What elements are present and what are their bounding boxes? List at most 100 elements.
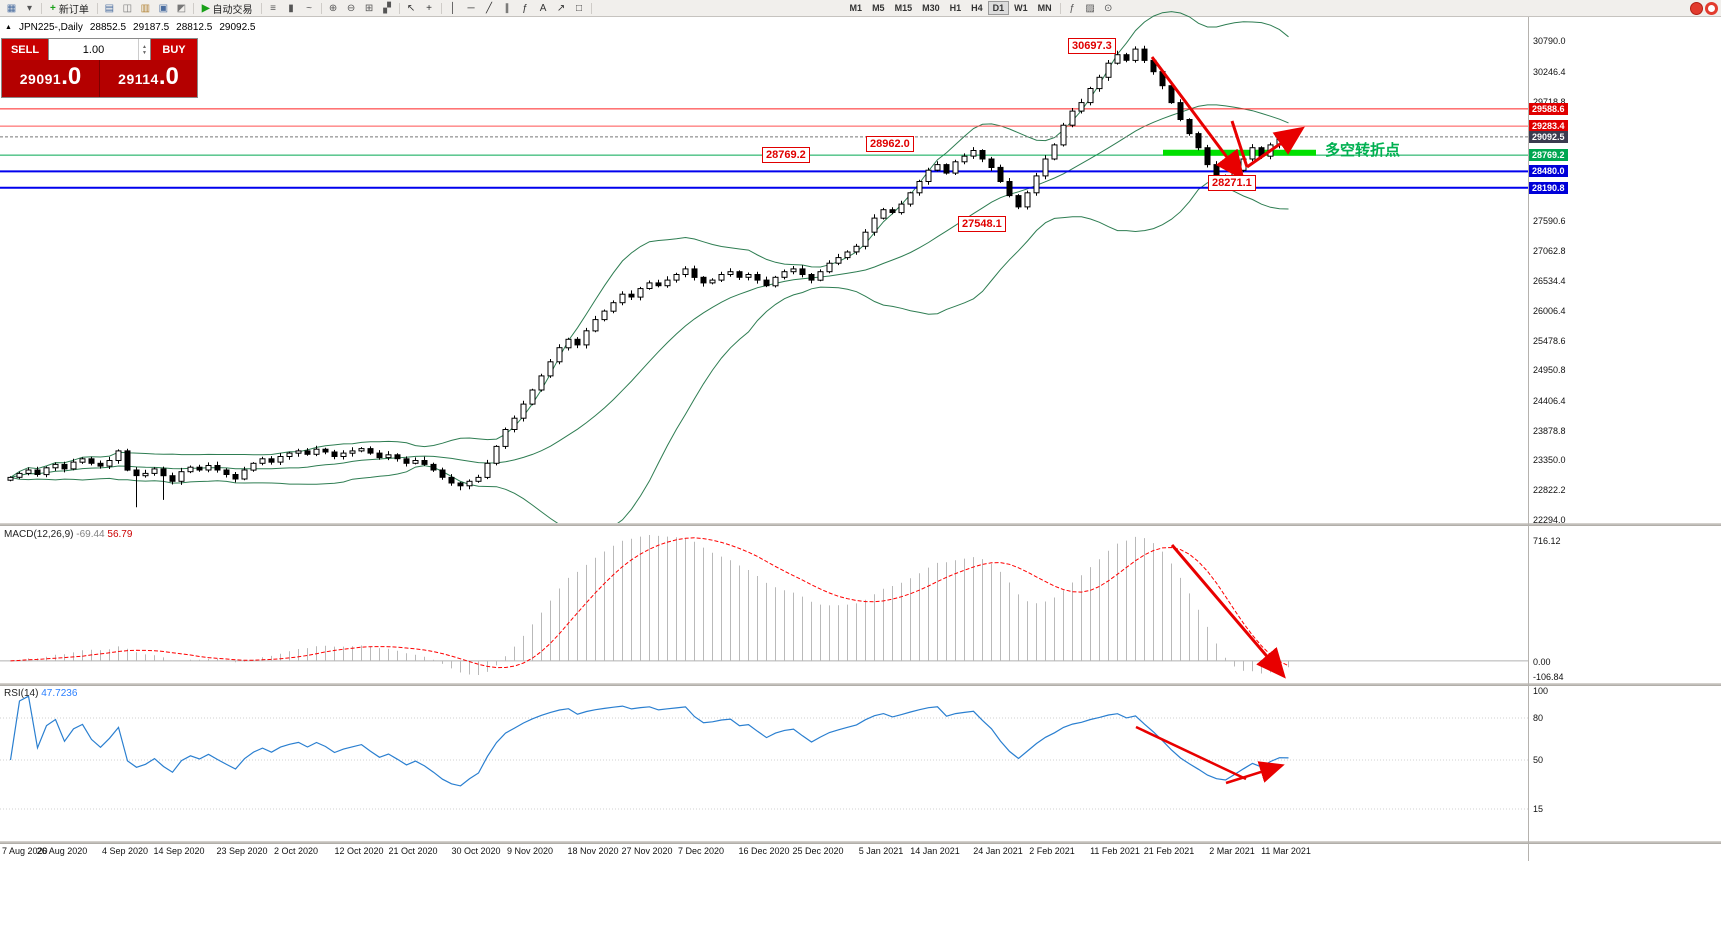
macd-axis-label: 0.00 bbox=[1533, 657, 1551, 667]
auto-scroll-icon[interactable]: ▞ bbox=[383, 2, 391, 14]
price-tick: 27062.8 bbox=[1533, 246, 1566, 256]
time-label: 11 Mar 2021 bbox=[1261, 846, 1311, 856]
time-axis[interactable]: 7 Aug 2020 26 Aug 2020 4 Sep 2020 14 Sep 20… bbox=[0, 845, 1528, 859]
time-label: 18 Nov 2020 bbox=[567, 846, 619, 856]
macd-trend-arrow[interactable] bbox=[1170, 544, 1286, 679]
autotrading-button[interactable]: ▶ 自动交易 bbox=[201, 2, 253, 16]
rsi-axis-label: 50 bbox=[1533, 755, 1544, 765]
price-callout[interactable]: 30697.3 bbox=[1068, 38, 1116, 54]
sell-button[interactable]: SELL bbox=[2, 39, 48, 60]
volume-stepper[interactable]: ▲ ▼ bbox=[138, 39, 150, 60]
chart-objects-layer: 30697.3 28962.0 28769.2 28271.1 27548.1 多空转折点 bbox=[762, 38, 1401, 232]
price-tick: 29718.8 bbox=[1533, 97, 1566, 107]
terminal-icon[interactable]: ▣ bbox=[158, 2, 169, 14]
time-label: 23 Sep 2020 bbox=[216, 846, 268, 856]
shapes-icon[interactable]: □ bbox=[576, 2, 583, 14]
rsi-axis-label: 100 bbox=[1533, 686, 1549, 696]
vline-icon[interactable]: │ bbox=[449, 2, 457, 14]
timeframe-mn[interactable]: MN bbox=[1037, 3, 1052, 13]
help-icon[interactable] bbox=[1705, 2, 1718, 15]
price-callout[interactable]: 28962.0 bbox=[866, 136, 914, 152]
tile-windows-icon[interactable]: ⊞ bbox=[364, 2, 374, 14]
turning-point-note[interactable]: 多空转折点 bbox=[1325, 142, 1401, 159]
macd-main-value: -69.44 bbox=[76, 529, 105, 540]
panel-splitter[interactable] bbox=[0, 683, 1721, 686]
crosshair-icon[interactable]: + bbox=[426, 2, 432, 14]
market-watch-icon[interactable]: ▤ bbox=[104, 2, 115, 14]
time-label: 9 Nov 2020 bbox=[506, 846, 554, 856]
time-label: 4 Sep 2020 bbox=[101, 846, 149, 856]
navigator-icon[interactable]: ▥ bbox=[140, 2, 151, 14]
volume-input[interactable] bbox=[49, 39, 138, 60]
strategy-tester-icon[interactable]: ◩ bbox=[176, 2, 187, 14]
main-chart-canvas[interactable] bbox=[0, 0, 1528, 523]
timeframe-h1[interactable]: H1 bbox=[949, 3, 962, 13]
buy-price[interactable]: 29114.0 bbox=[118, 63, 179, 90]
price-tick: 25478.6 bbox=[1533, 336, 1566, 346]
timeframe-w1[interactable]: W1 bbox=[1014, 3, 1028, 13]
ohlc-close: 29092.5 bbox=[219, 22, 256, 33]
time-label: 14 Jan 2021 bbox=[910, 846, 960, 856]
sell-price[interactable]: 29091.0 bbox=[19, 63, 82, 90]
rsi-indicator-label: RSI(14) 47.7236 bbox=[4, 688, 78, 699]
toolbar-separator bbox=[440, 2, 442, 14]
price-tick: 30246.4 bbox=[1533, 67, 1566, 77]
templates-icon[interactable]: ▨ bbox=[1085, 2, 1095, 14]
indicators-icon[interactable]: ƒ bbox=[1069, 2, 1075, 14]
toolbar-separator bbox=[1059, 2, 1061, 14]
data-window-icon[interactable]: ◫ bbox=[122, 2, 133, 14]
rsi-axis-label: 15 bbox=[1533, 804, 1544, 814]
timeframe-d1[interactable]: D1 bbox=[987, 1, 1010, 15]
hline-icon[interactable]: ─ bbox=[467, 2, 475, 14]
timeframe-m1[interactable]: M1 bbox=[849, 3, 863, 13]
period-zoom-icon[interactable]: ⊙ bbox=[1103, 2, 1113, 14]
chart-dropdown-icon[interactable]: ▾ bbox=[26, 2, 33, 14]
macd-panel-canvas[interactable] bbox=[0, 527, 1528, 682]
price-tick: 23878.8 bbox=[1533, 426, 1566, 436]
toolbar-separator bbox=[320, 2, 322, 14]
arrow-tool-icon[interactable]: ↗ bbox=[556, 2, 566, 14]
time-label: 2 Mar 2021 bbox=[1209, 846, 1255, 856]
line-chart-icon[interactable]: ~ bbox=[306, 2, 312, 14]
price-callout[interactable]: 28769.2 bbox=[762, 147, 810, 163]
new-chart-icon[interactable]: ▦ bbox=[6, 2, 17, 14]
candle-chart-icon[interactable]: ▮ bbox=[288, 2, 294, 14]
rsi-axis-label: 80 bbox=[1533, 713, 1544, 723]
axis-divider bbox=[1528, 17, 1529, 861]
time-label: 30 Oct 2020 bbox=[451, 846, 501, 856]
price-callout[interactable]: 28271.1 bbox=[1208, 175, 1256, 191]
trendline-icon[interactable]: ╱ bbox=[486, 2, 493, 14]
panel-splitter[interactable] bbox=[0, 523, 1721, 526]
connection-status-icon[interactable] bbox=[1690, 2, 1703, 15]
time-label: 12 Oct 2020 bbox=[334, 846, 384, 856]
time-label: 27 Nov 2020 bbox=[621, 846, 673, 856]
zoom-in-icon[interactable]: ⊕ bbox=[328, 2, 338, 14]
zoom-out-icon[interactable]: ⊖ bbox=[346, 2, 356, 14]
timeframe-m15[interactable]: M15 bbox=[894, 3, 913, 13]
macd-axis-label: -106.84 bbox=[1533, 672, 1564, 682]
rsi-panel-canvas[interactable] bbox=[0, 686, 1528, 836]
panel-collapse-icon[interactable]: ▲ bbox=[5, 24, 12, 31]
volume-field: ▲▼ bbox=[48, 39, 151, 60]
trend-arrows[interactable] bbox=[1150, 56, 1305, 181]
price-tag: 29283.4 bbox=[1529, 120, 1568, 132]
time-label: 21 Feb 2021 bbox=[1143, 846, 1195, 856]
rsi-trend-arrow[interactable] bbox=[1135, 725, 1285, 785]
bar-chart-icon[interactable]: ≡ bbox=[270, 2, 276, 14]
panel-splitter[interactable] bbox=[0, 841, 1721, 844]
price-tick: 23350.0 bbox=[1533, 455, 1566, 465]
buy-button[interactable]: BUY bbox=[151, 39, 197, 60]
timeframe-m30[interactable]: M30 bbox=[922, 3, 940, 13]
time-label: 16 Dec 2020 bbox=[738, 846, 790, 856]
text-icon[interactable]: A bbox=[539, 2, 547, 14]
new-order-button[interactable]: + 新订单 bbox=[50, 2, 89, 16]
macd-histogram bbox=[19, 535, 1289, 675]
channel-icon[interactable]: ∥ bbox=[504, 2, 510, 14]
fibonacci-icon[interactable]: ƒ bbox=[522, 2, 528, 14]
timeframe-m5[interactable]: M5 bbox=[872, 3, 885, 13]
cursor-icon[interactable]: ↖ bbox=[406, 2, 416, 14]
price-axis[interactable]: 30790.0 30246.4 29718.8 27590.6 27062.8 26534… bbox=[1529, 0, 1719, 862]
price-callout[interactable]: 27548.1 bbox=[958, 216, 1006, 232]
timeframe-h4[interactable]: H4 bbox=[971, 3, 983, 13]
price-divider bbox=[99, 60, 100, 97]
